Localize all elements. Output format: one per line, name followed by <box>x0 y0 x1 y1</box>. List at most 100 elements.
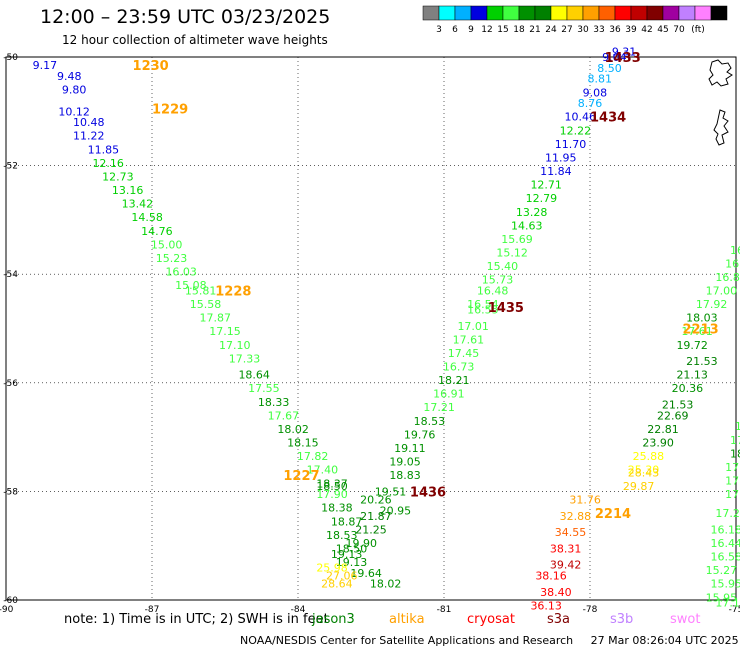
swh-data-label: 18.37 <box>316 477 348 490</box>
swh-data-label: 18.02 <box>370 578 402 591</box>
swh-data-label: 13.28 <box>516 206 548 219</box>
colorbar-tick-label: 9 <box>468 25 474 35</box>
swh-data-label: 15.69 <box>501 233 533 246</box>
swh-data-label: 17.73 <box>725 461 740 474</box>
y-tick-label: -52 <box>3 162 18 172</box>
swh-data-label: 22.81 <box>647 423 679 436</box>
swh-data-label: 10.12 <box>58 105 90 118</box>
swh-data-label: 16.54 <box>467 298 499 311</box>
legend-satellite-cryosat: cryosat <box>467 612 515 627</box>
swh-data-label: 19.72 <box>676 339 708 352</box>
swh-data-label: 18.50 <box>336 542 368 555</box>
swh-data-label: 16.91 <box>433 388 465 401</box>
swh-data-label: 17.55 <box>248 382 280 395</box>
swh-data-label: 12.16 <box>92 157 124 170</box>
pass-time-label: 1435 <box>488 301 524 316</box>
swh-data-label: 29.87 <box>623 480 655 493</box>
swh-data-label: 17.61 <box>681 325 713 338</box>
swh-data-label: 18.15 <box>287 437 319 450</box>
swh-data-label: 17.00 <box>706 284 738 297</box>
swh-data-label: 19.76 <box>404 428 436 441</box>
swh-data-label: 17.21 <box>423 401 455 414</box>
swh-data-label: 18.87 <box>331 515 363 528</box>
x-tick-label: -78 <box>583 605 598 615</box>
swh-data-label: 21.13 <box>676 369 708 382</box>
swh-data-label: 9.48 <box>57 70 82 83</box>
swh-data-label: 13.42 <box>122 198 154 211</box>
swh-data-label: 21.25 <box>355 523 387 536</box>
swh-data-label: 38.31 <box>550 542 582 555</box>
swh-data-label: 15.27 <box>706 564 738 577</box>
colorbar-tick-label: 12 <box>481 25 492 35</box>
swh-data-label: 14.76 <box>141 225 173 238</box>
swh-data-label: 13.16 <box>112 184 144 197</box>
swh-data-label: 17.82 <box>297 450 329 463</box>
swh-data-label: 17.40 <box>307 464 339 477</box>
swh-data-label: 15.08 <box>175 279 207 292</box>
colorbar-tick-label: 70 <box>673 25 685 35</box>
colorbar-tick-label: 18 <box>513 25 525 35</box>
colorbar-unit: (ft) <box>691 25 705 35</box>
colorbar-tick-label: 45 <box>657 25 668 35</box>
swh-data-label: 18.53 <box>326 529 358 542</box>
swh-data-label: 17.10 <box>219 339 251 352</box>
swh-data-label: 15.95 <box>706 591 738 604</box>
plot-area: -90 -87 -84 -81 -78 -75 -50 -52 -54 -56 -58 -60 9.17… <box>0 46 740 615</box>
colorbar-swatch <box>710 5 728 21</box>
swh-data-label: 20.95 <box>380 504 412 517</box>
swh-data-label: 18.53 <box>414 415 446 428</box>
swh-data-label: 15.12 <box>496 246 528 259</box>
swh-data-label: 28.43 <box>628 466 660 479</box>
swh-data-label: 14.63 <box>511 219 543 232</box>
swh-data-label: 16.16 <box>725 257 740 270</box>
swh-data-label: 23.90 <box>642 437 674 450</box>
swh-data-label: 20.26 <box>360 494 392 507</box>
swh-data-label: 21.53 <box>686 355 718 368</box>
pass-time-label: 1436 <box>410 485 446 500</box>
swh-data-label: 17.85 <box>725 488 740 501</box>
swh-data-label: 12.22 <box>560 124 592 137</box>
swh-data-label: 12.71 <box>530 179 562 192</box>
swh-data-label: 21.87 <box>360 510 392 523</box>
colorbar-tick-label: 15 <box>497 25 508 35</box>
swh-data-label: 15.58 <box>190 298 222 311</box>
y-tick-label: -56 <box>3 379 18 389</box>
swh-data-label: 18.50 <box>316 480 348 493</box>
swh-data-label: 17.33 <box>229 352 261 365</box>
y-tick-label: -54 <box>3 270 18 280</box>
swh-data-label: 18.21 <box>438 374 470 387</box>
footer-org: NOAA/NESDIS Center for Satellite Applica… <box>240 634 574 647</box>
pass-time-label: 1227 <box>283 469 319 484</box>
swh-data-label: 36.13 <box>530 599 562 612</box>
swh-data-label: 18.83 <box>389 469 421 482</box>
x-tick-label: -90 <box>0 605 14 615</box>
legend-satellite-swot: swot <box>670 612 701 627</box>
colorbar: 3 6 9 12 15 18 21 24 27 30 33 36 39 42 45 70 (ft) <box>422 5 728 35</box>
chart-subtitle: 12 hour collection of altimeter wave hei… <box>62 33 328 47</box>
swh-data-label: 16.48 <box>477 284 509 297</box>
swh-data-label: 22.69 <box>657 409 689 422</box>
swh-data-label: 15.73 <box>482 274 514 287</box>
colorbar-tick-label: 6 <box>452 25 458 35</box>
pass-time-label: 1228 <box>215 284 251 299</box>
footer-timestamp: 27 Mar 08:26:04 UTC 2025 <box>590 634 739 647</box>
swh-data-label: 18.03 <box>686 312 718 325</box>
swh-data-label: 8.81 <box>587 73 612 86</box>
swh-data-label: 15.23 <box>156 252 188 265</box>
swh-data-label: 16.18 <box>711 523 740 536</box>
swh-data-label: 17.45 <box>448 347 480 360</box>
plot-frame <box>5 56 737 601</box>
y-tick-label: -58 <box>3 487 18 497</box>
footer: NOAA/NESDIS Center for Satellite Applica… <box>240 634 739 647</box>
swh-data-label: 28.64 <box>321 578 353 591</box>
swh-data-label: 19.05 <box>389 456 421 469</box>
swh-data-label: 17.15 <box>209 325 241 338</box>
legend: note: 1) Time is in UTC; 2) SWH is in fe… <box>64 612 700 627</box>
pass-time-label: 1434 <box>590 111 626 126</box>
swh-data-label: 38.16 <box>535 570 567 583</box>
swh-data-label: 11.84 <box>540 165 572 178</box>
legend-satellite-s3b: s3b <box>610 612 634 627</box>
y-tick-label: -50 <box>3 53 18 63</box>
swh-data-label: 17.88 <box>725 475 740 488</box>
swh-data-label: 16.44 <box>711 537 740 550</box>
